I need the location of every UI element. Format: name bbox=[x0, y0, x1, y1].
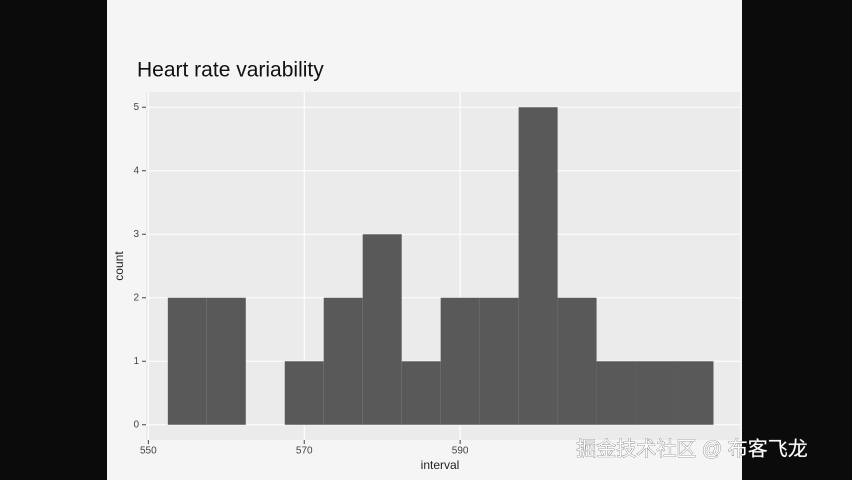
x-tick-label: 550 bbox=[140, 446, 157, 457]
chart-title: Heart rate variability bbox=[137, 59, 324, 82]
bar bbox=[596, 361, 636, 425]
y-tick-label: 2 bbox=[133, 292, 139, 303]
bar bbox=[323, 297, 363, 425]
x-tick-label: 570 bbox=[296, 446, 313, 457]
watermark: 掘金技术社区 @ 布客飞龙 bbox=[576, 437, 807, 460]
bar bbox=[518, 107, 558, 425]
axes: 0 1 2 3 4 5 550 570 590 bbox=[133, 102, 468, 457]
bars bbox=[167, 107, 714, 425]
bar bbox=[284, 361, 324, 425]
bar bbox=[401, 361, 441, 425]
bar bbox=[635, 361, 675, 425]
bar bbox=[362, 234, 402, 425]
x-axis-label: interval bbox=[421, 458, 460, 472]
y-tick-label: 0 bbox=[133, 419, 139, 430]
bar bbox=[557, 297, 597, 425]
y-axis-label: count bbox=[112, 251, 126, 281]
y-tick-label: 3 bbox=[133, 229, 139, 240]
bar bbox=[479, 297, 519, 425]
bar bbox=[167, 297, 207, 425]
bar bbox=[440, 297, 480, 425]
x-tick-label: 590 bbox=[452, 446, 469, 457]
bar bbox=[206, 297, 246, 425]
y-tick-label: 5 bbox=[133, 102, 139, 113]
y-tick-label: 4 bbox=[133, 165, 139, 176]
bar bbox=[674, 361, 714, 425]
y-tick-label: 1 bbox=[133, 356, 139, 367]
